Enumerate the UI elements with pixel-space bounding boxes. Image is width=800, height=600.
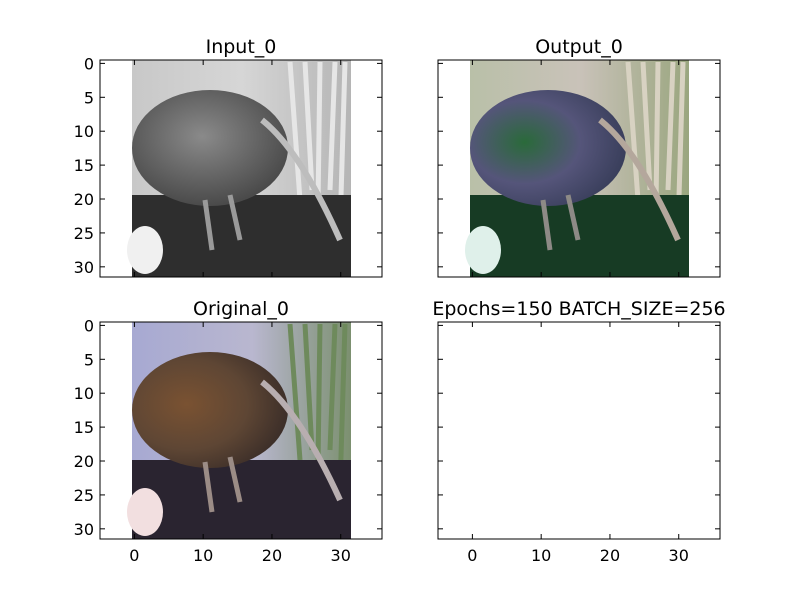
y-tick-label: 30 <box>74 258 94 277</box>
axes-frame-input <box>99 59 383 278</box>
axes-frame-output <box>437 59 721 278</box>
x-tick-label: 20 <box>262 546 282 565</box>
axes-frame-empty <box>437 321 721 540</box>
y-tick-label: 5 <box>84 350 94 369</box>
y-tick-label: 20 <box>74 452 94 471</box>
axes-frame-original <box>99 321 383 540</box>
y-tick-label: 0 <box>84 316 94 335</box>
y-tick-label: 25 <box>74 486 94 505</box>
x-tick-label: 20 <box>600 546 620 565</box>
x-tick-label: 30 <box>331 546 351 565</box>
x-tick-label: 0 <box>129 546 139 565</box>
panel-title-empty: Epochs=150 BATCH_SIZE=256 <box>432 298 725 320</box>
y-tick-label: 10 <box>74 122 94 141</box>
panel-title-output: Output_0 <box>535 36 623 58</box>
y-tick-label: 15 <box>74 156 94 175</box>
x-tick-label: 10 <box>531 546 551 565</box>
x-tick-label: 0 <box>467 546 477 565</box>
y-tick-label: 25 <box>74 224 94 243</box>
x-tick-label: 10 <box>193 546 213 565</box>
input-image <box>127 60 351 277</box>
y-tick-label: 5 <box>84 88 94 107</box>
y-tick-label: 30 <box>74 520 94 539</box>
y-tick-label: 0 <box>84 54 94 73</box>
y-tick-label: 20 <box>74 190 94 209</box>
y-tick-label: 15 <box>74 418 94 437</box>
y-tick-label: 10 <box>74 384 94 403</box>
output-image <box>465 60 689 277</box>
original-image <box>127 322 351 539</box>
panel-title-input: Input_0 <box>206 36 277 58</box>
panel-title-original: Original_0 <box>193 298 289 320</box>
x-tick-label: 30 <box>669 546 689 565</box>
